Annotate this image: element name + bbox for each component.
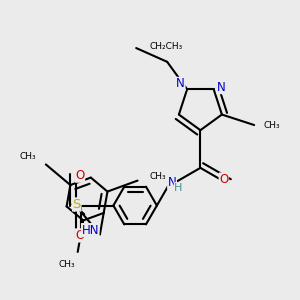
Text: CH₃: CH₃ (150, 172, 166, 181)
Text: N: N (176, 77, 185, 90)
Text: CH₃: CH₃ (264, 121, 280, 130)
Text: HN: HN (82, 224, 99, 237)
Text: N: N (217, 81, 226, 94)
Text: O: O (219, 173, 229, 186)
Text: O: O (75, 229, 85, 242)
Text: S: S (73, 198, 81, 211)
Text: H: H (174, 183, 183, 193)
Text: CH₂CH₃: CH₂CH₃ (149, 43, 182, 52)
Text: N: N (168, 176, 176, 189)
Text: CH₃: CH₃ (59, 260, 76, 269)
Text: CH₃: CH₃ (20, 152, 36, 161)
Text: O: O (75, 169, 85, 182)
